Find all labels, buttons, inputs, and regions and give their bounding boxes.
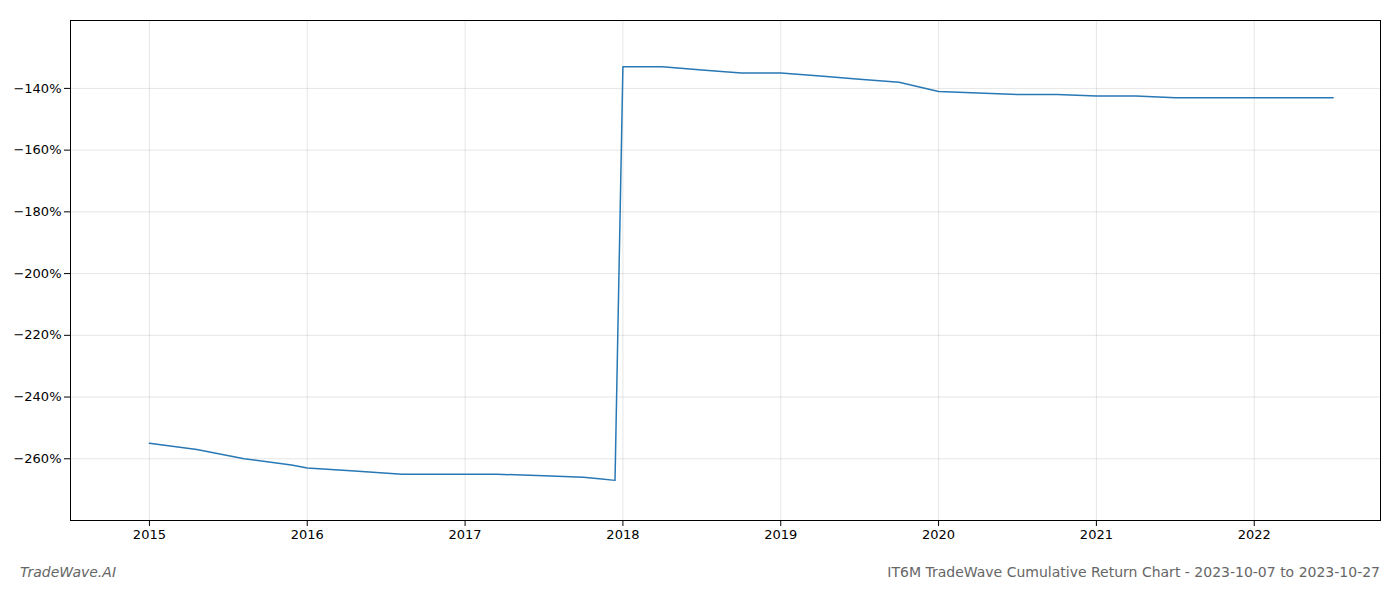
svg-text:−220%: −220% xyxy=(13,327,61,342)
svg-text:−180%: −180% xyxy=(13,204,61,219)
svg-text:2022: 2022 xyxy=(1238,527,1271,542)
svg-text:2019: 2019 xyxy=(764,527,797,542)
html-text:TradeWave.AI: TradeWave.AI xyxy=(20,564,116,580)
svg-text:2018: 2018 xyxy=(606,527,639,542)
svg-text:−240%: −240% xyxy=(13,389,61,404)
svg-text:2021: 2021 xyxy=(1080,527,1113,542)
svg-text:−140%: −140% xyxy=(13,81,61,96)
svg-text:−260%: −260% xyxy=(13,451,61,466)
svg-text:−200%: −200% xyxy=(13,266,61,281)
svg-text:2020: 2020 xyxy=(922,527,955,542)
html-text:IT6M TradeWave Cumulative Retu: IT6M TradeWave Cumulative Return Chart -… xyxy=(887,564,1380,580)
svg-text:−160%: −160% xyxy=(13,142,61,157)
svg-text:2016: 2016 xyxy=(291,527,324,542)
svg-text:2015: 2015 xyxy=(133,527,166,542)
svg-text:2017: 2017 xyxy=(449,527,482,542)
